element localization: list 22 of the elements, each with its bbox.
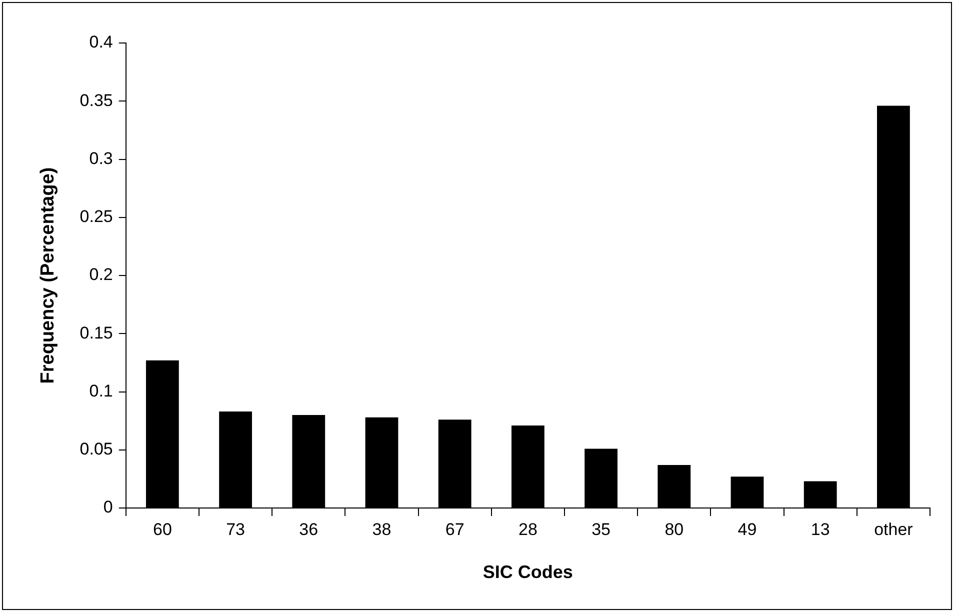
y-tick-label: 0.35 <box>80 90 113 110</box>
y-tick-label: 0.3 <box>89 148 113 168</box>
x-tick-label: 36 <box>299 520 318 539</box>
y-tick-label: 0.05 <box>80 440 113 459</box>
x-tick-label: other <box>874 520 914 539</box>
x-tick-label: 80 <box>664 520 684 539</box>
y-tick-label: 0.25 <box>80 207 113 226</box>
x-tick-label: 60 <box>152 520 172 539</box>
y-tick-label: 0.2 <box>89 265 113 284</box>
y-tick-label: 0.1 <box>89 381 113 400</box>
x-tick-label: 35 <box>592 520 611 539</box>
x-tick-label: 13 <box>810 520 830 539</box>
x-tick-label: 67 <box>445 520 464 539</box>
y-axis-title: Frequency (Percentage) <box>38 167 59 384</box>
y-tick-label: 0.15 <box>80 323 113 342</box>
x-tick-label: 73 <box>226 520 245 539</box>
y-tick-label: 0 <box>103 498 113 517</box>
x-tick-label: 49 <box>738 520 757 539</box>
y-tick-label: 0.4 <box>89 32 113 52</box>
x-tick-label: 38 <box>372 520 392 539</box>
x-axis-title: SIC Codes <box>482 562 573 582</box>
x-tick-label: 28 <box>518 520 538 539</box>
